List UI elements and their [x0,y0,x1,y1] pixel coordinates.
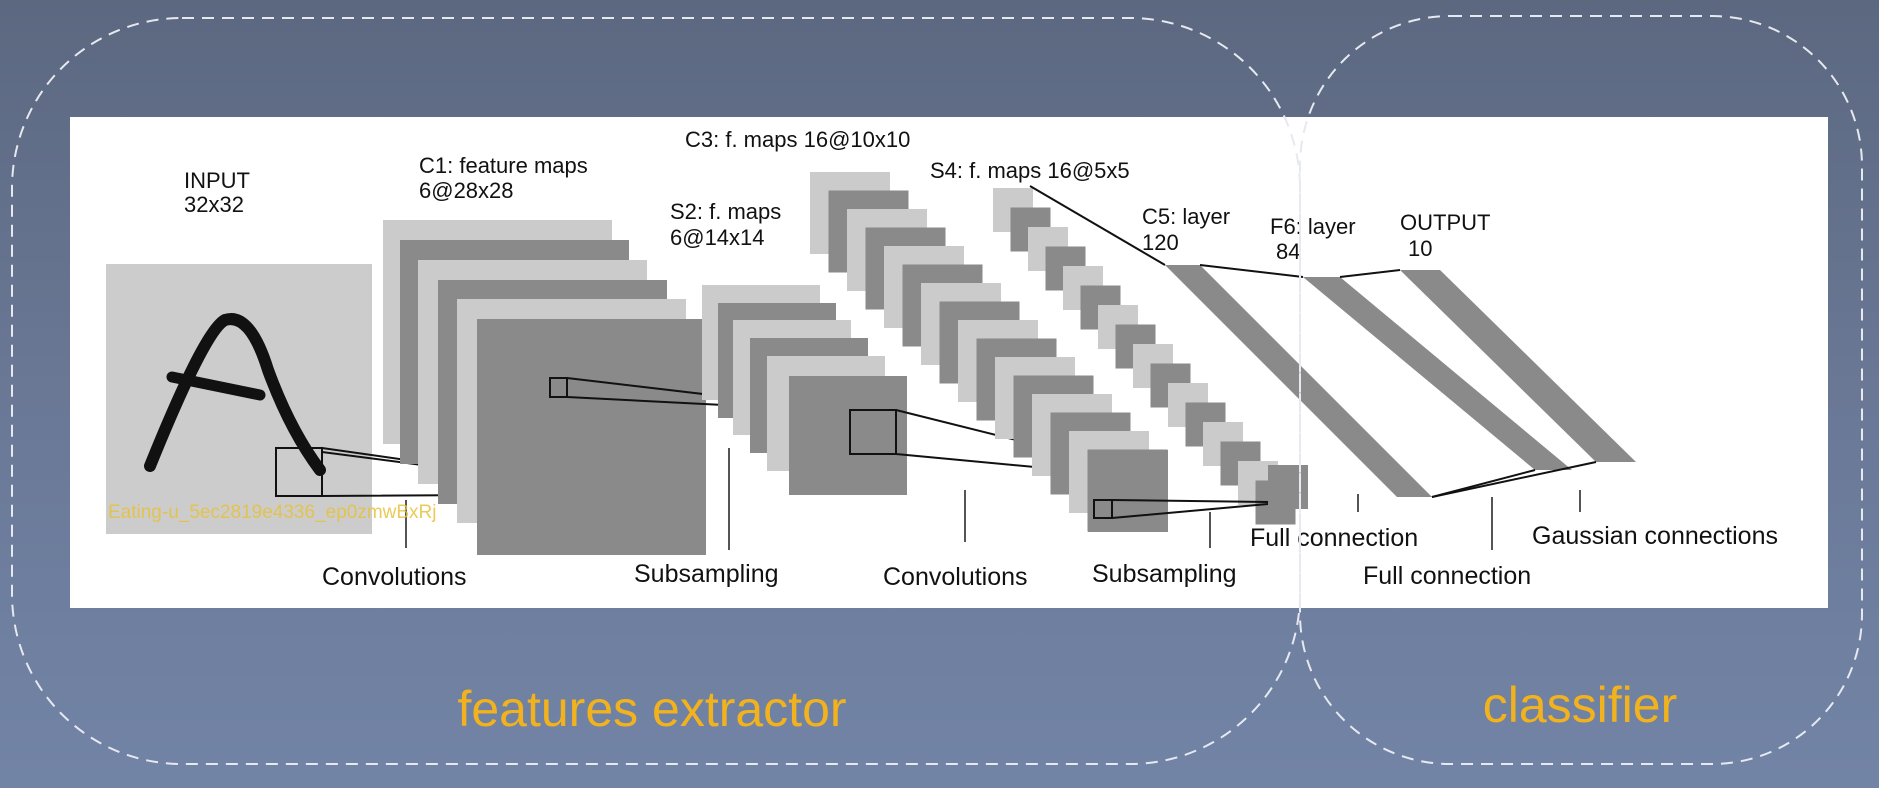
operation-tick-marks [405,448,1581,550]
conv1-label: Convolutions [322,563,467,591]
f6-to-output-line-top [1339,269,1401,278]
output-label: OUTPUT [1400,210,1490,235]
c3-receptive-field [1093,499,1113,519]
input-size: 32x32 [184,192,244,217]
full1-label: Full connection [1250,524,1418,552]
full2-label: Full connection [1363,562,1531,590]
s4-label: S4: f. maps 16@5x5 [930,158,1130,183]
c1-label: C1: feature maps [419,153,588,178]
output-size: 10 [1408,236,1432,261]
c3-final-map [1088,450,1168,532]
f6-label: F6: layer [1270,214,1356,239]
s2-receptive-field [849,409,897,455]
c5-size: 120 [1142,230,1179,255]
c1-feature-maps [383,220,706,555]
features-extractor-outline [11,17,1301,765]
c1-receptive-field [549,377,568,398]
c3-label: C3: f. maps 16@10x10 [685,127,910,152]
sub2-projection-line-b [1111,503,1269,519]
conv2-label: Convolutions [883,563,1028,591]
input-label: INPUT [184,168,250,193]
s4-final-map [1268,465,1308,509]
c5-label: C5: layer [1142,204,1230,229]
s2-feature-maps [702,285,907,495]
f6-layer [1303,277,1572,470]
sub2-projection-line-a [1111,499,1269,503]
f6-to-output-line-bottom [1431,461,1597,498]
watermark-text: Eating-u_5ec2819e4336_ep0zmwBxRj [108,502,437,523]
input-letter-a-bar [166,371,266,401]
input-image [106,264,372,534]
classifier-label: classifier [1483,677,1677,733]
s2-label: S2: f. maps [670,199,781,224]
s2-size: 6@14x14 [670,225,765,250]
s4-to-c5-line [1029,185,1166,266]
features-extractor-label: features extractor [457,681,846,737]
input-letter-a [144,313,326,476]
sub2-label: Subsampling [1092,560,1237,588]
c5-to-f6-line-top [1199,264,1304,278]
c1-size: 6@28x28 [419,178,514,203]
gauss-label: Gaussian connections [1532,522,1778,550]
output-layer [1400,270,1636,462]
sub1-label: Subsampling [634,560,779,588]
c5-layer [1165,265,1432,497]
classifier-outline [1299,15,1863,765]
f6-size: 84 [1276,239,1300,264]
